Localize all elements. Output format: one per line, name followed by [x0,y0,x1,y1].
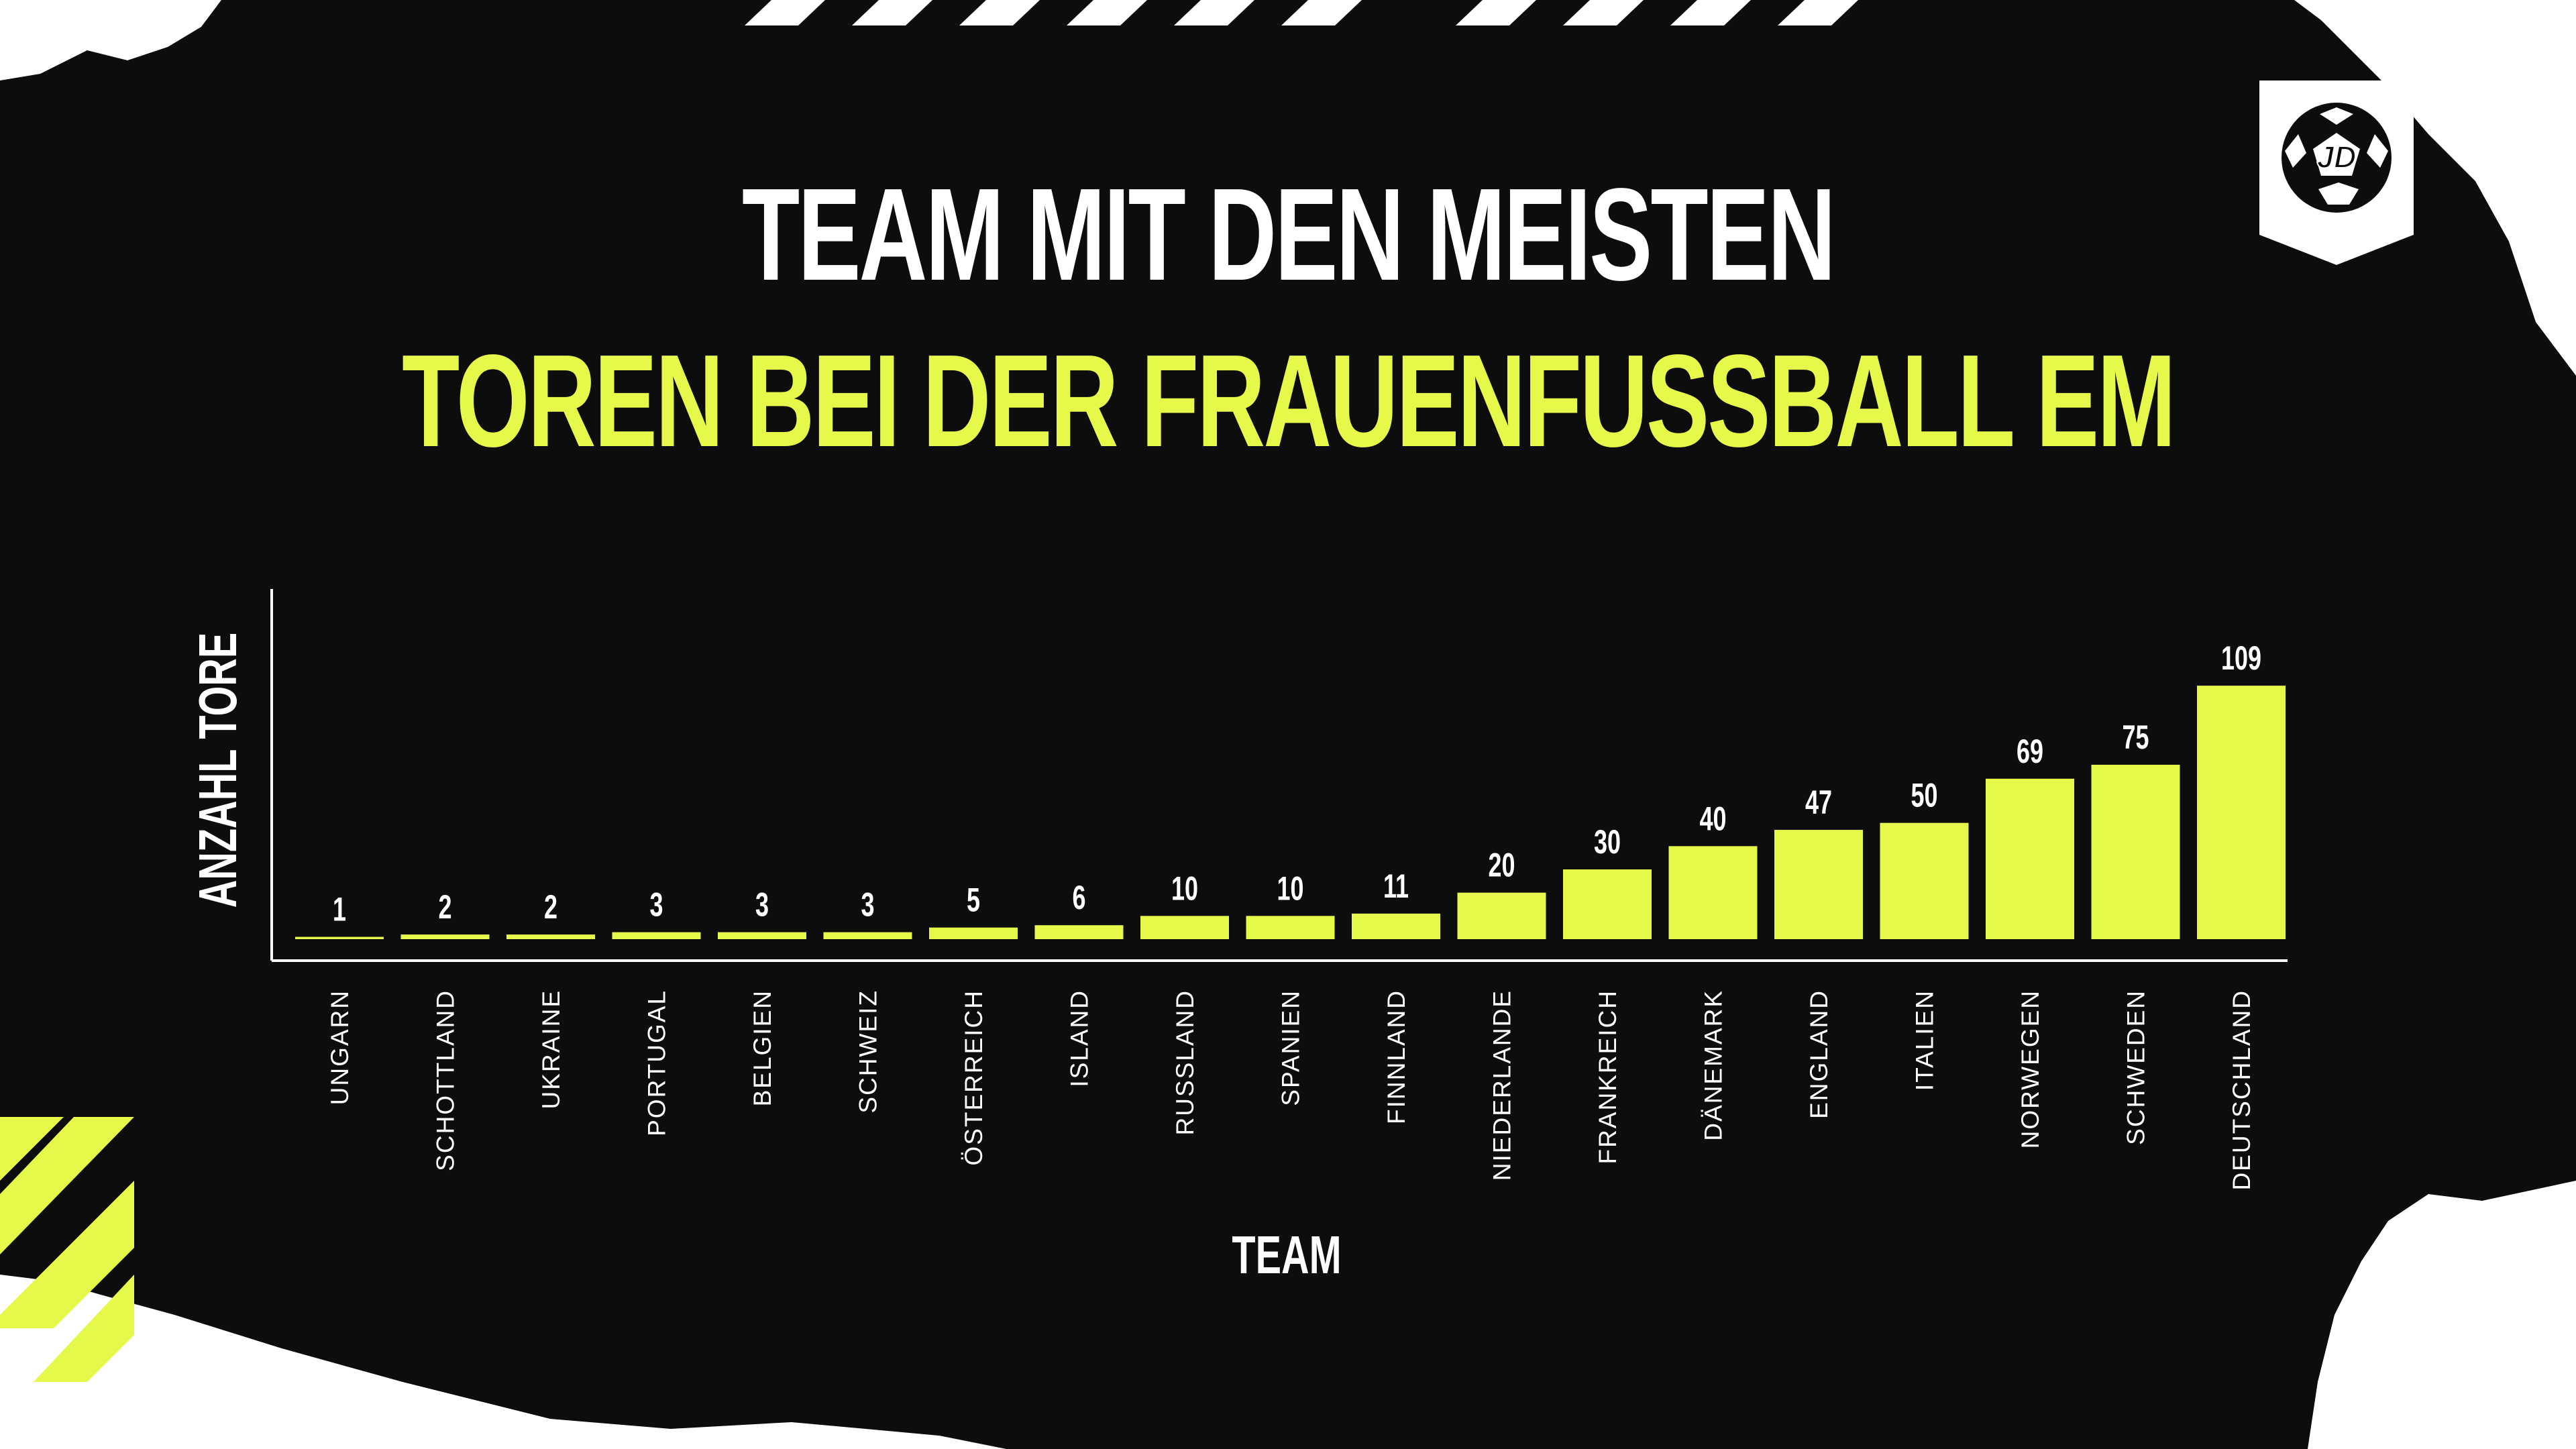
logo-text: JD [2317,140,2357,174]
category-label-italien: ITALIEN [1911,989,1939,1091]
value-label-italien: 50 [1911,777,1937,814]
bar-portugal [612,932,701,939]
category-label-norwegen: NORWEGEN [2017,989,2044,1148]
bar-finnland [1352,913,1440,939]
hazard-stripes-top [745,0,1858,25]
value-label-frankreich: 30 [1594,824,1621,861]
bar-ukraine [506,934,595,939]
category-label-island: ISLAND [1066,989,1093,1087]
category-label-england: ENGLAND [1805,989,1833,1119]
paper-top-right [2294,0,2576,376]
category-label-deutschland: DEUTSCHLAND [2228,989,2255,1191]
bar-england [1774,830,1863,939]
category-label-niederlande: NIEDERLANDE [1489,989,1516,1181]
value-label-portugal: 3 [649,887,663,924]
football-icon [2282,103,2392,213]
value-label-schottland: 2 [438,889,451,926]
bar-schweiz [823,932,912,939]
bar-schottland [400,934,490,939]
bar-belgien [718,932,806,939]
bar-niederlande [1457,892,1546,939]
value-label-finnland: 11 [1383,868,1409,905]
value-label-russland: 10 [1171,871,1198,908]
title-line-1: TEAM MIT DEN MEISTEN [742,161,1836,308]
category-label-spanien: SPANIEN [1277,989,1305,1106]
value-label-spanien: 10 [1277,871,1303,908]
category-label-russland: RUSSLAND [1171,989,1199,1136]
bar-schweden [2091,765,2180,939]
bar-italien [1880,822,1969,939]
category-labels-group: UNGARN SCHOTTLAND UKRAINE PORTUGAL BELGIEN SC… [326,989,2255,1191]
value-label-deutschland: 109 [2221,641,2261,678]
x-axis-title: TEAM [1232,1225,1341,1285]
category-label-schottland: SCHOTTLAND [432,989,460,1171]
paper-top-left [0,0,221,80]
bar-österreich [929,927,1018,939]
category-label-schweden: SCHWEDEN [2123,989,2150,1145]
category-label-portugal: PORTUGAL [643,989,671,1136]
value-label-schweiz: 3 [861,887,874,924]
value-label-österreich: 5 [967,882,980,919]
value-label-dänemark: 40 [1699,801,1726,838]
bar-dänemark [1668,846,1758,939]
category-label-belgien: BELGIEN [749,989,776,1106]
value-label-england: 47 [1805,784,1832,821]
category-label-schweiz: SCHWEIZ [855,989,882,1114]
category-label-frankreich: FRANKREICH [1594,989,1621,1165]
value-label-ungarn: 1 [333,892,346,928]
logo-badge: JD [2259,80,2414,265]
bar-russland [1140,916,1229,939]
y-axis-title: ANZAHL TORE [188,633,248,908]
title-line-2: TOREN BEI DER FRAUENFUSSBALL EM [402,327,2176,474]
value-labels-group: 1 2 2 3 3 3 5 6 10 10 11 20 30 40 47 50 69 75 109 [333,641,2261,928]
category-label-ungarn: UNGARN [326,989,354,1105]
category-label-österreich: ÖSTERREICH [960,989,987,1166]
value-label-niederlande: 20 [1488,847,1515,884]
category-label-ukraine: UKRAINE [537,989,565,1109]
bars-group [295,686,2286,939]
value-label-schweden: 75 [2122,719,2149,756]
bar-ungarn [295,936,384,939]
bar-spanien [1246,916,1335,939]
hazard-stripes-left [0,1117,134,1382]
value-label-ukraine: 2 [544,889,557,926]
value-label-norwegen: 69 [2017,733,2043,770]
bar-deutschland [2197,686,2286,939]
bar-island [1034,925,1124,939]
value-label-belgien: 3 [755,887,769,924]
value-label-island: 6 [1072,880,1085,917]
bar-norwegen [1986,778,2074,939]
category-label-finnland: FINNLAND [1383,989,1410,1124]
bar-frankreich [1563,869,1652,939]
category-label-dänemark: DÄNEMARK [1700,989,1727,1141]
